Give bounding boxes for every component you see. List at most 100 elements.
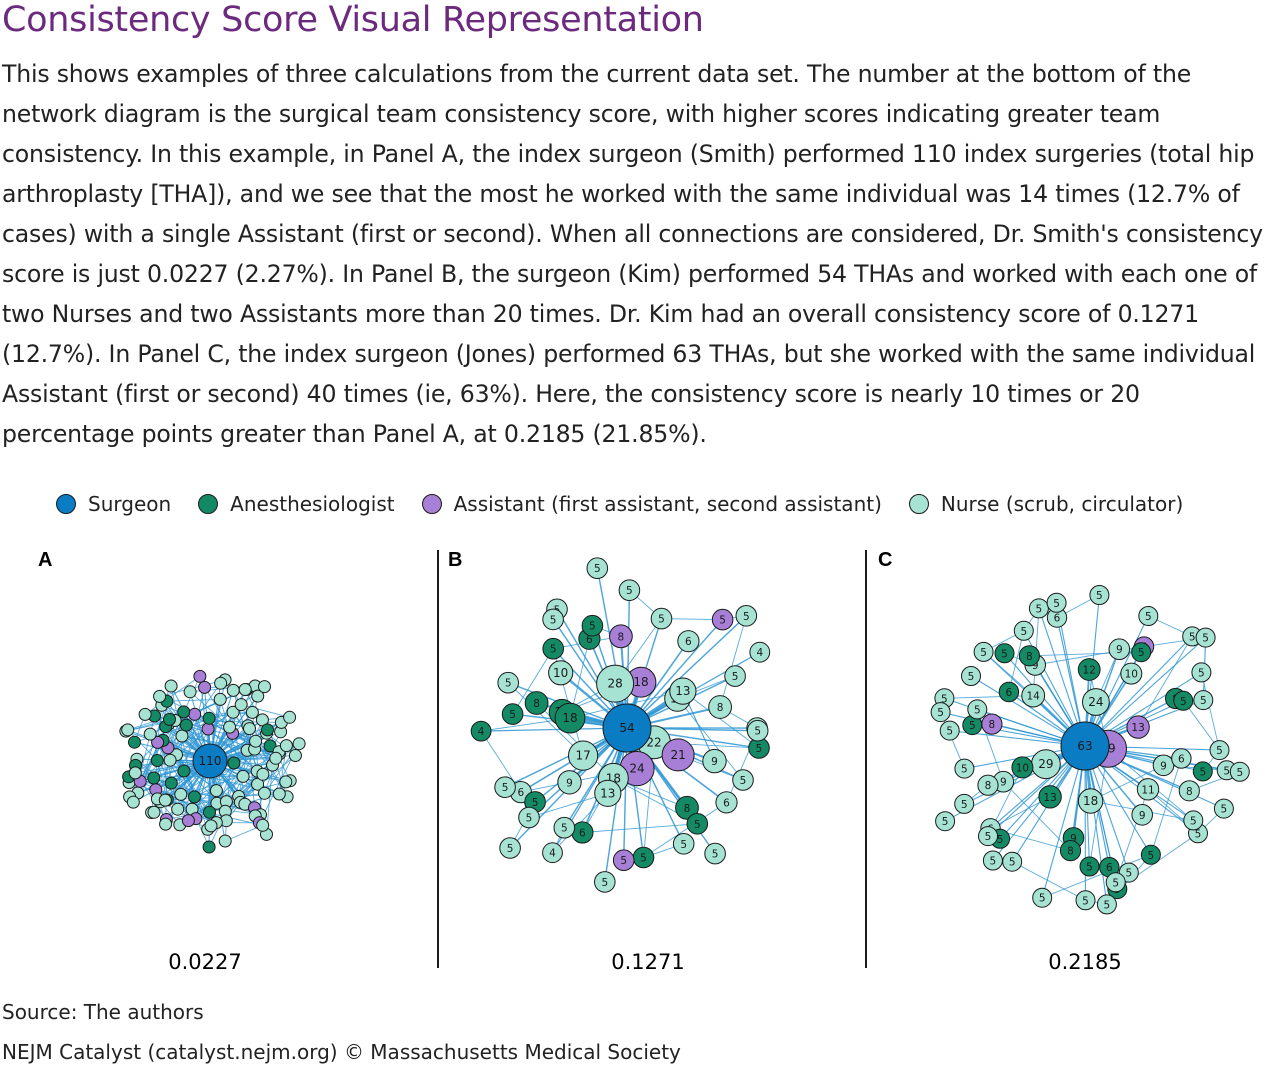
node-count-label: 22	[646, 735, 661, 749]
node-count-label: 5	[719, 615, 726, 627]
network-node-nurse	[147, 805, 161, 819]
network-node-assistant	[188, 707, 202, 721]
node-count-label: 8	[684, 803, 691, 815]
network-node-anesthesiologist: 5	[1192, 761, 1213, 782]
network-node-surgeon: 54	[602, 703, 652, 753]
node-count-label: 6	[685, 636, 692, 648]
node-count-label: 9	[1032, 660, 1039, 672]
network-node-nurse: 5	[650, 607, 673, 630]
network-edge	[643, 802, 727, 858]
node-count-label: 11	[1141, 784, 1154, 796]
network-node-nurse: 8	[708, 695, 732, 719]
network-edge	[940, 711, 1086, 747]
network-node-nurse	[245, 705, 259, 719]
node-count-label: 8	[533, 698, 540, 710]
network-edge	[940, 711, 965, 769]
network-node-nurse	[209, 784, 223, 798]
node-count-label: 29	[1038, 757, 1053, 771]
network-node-nurse	[238, 683, 252, 696]
node-count-label: 8	[717, 702, 724, 714]
network-node-nurse	[258, 786, 271, 800]
node-count-label: 8	[989, 719, 996, 731]
node-count-label: 5	[1138, 647, 1145, 659]
network-node-nurse	[218, 834, 232, 848]
network-node-anesthesiologist: 8	[675, 795, 699, 820]
legend-label: Surgeon	[88, 492, 172, 516]
network-node-nurse: 9	[1152, 754, 1175, 777]
node-count-label: 6	[586, 634, 593, 646]
network-node-nurse	[138, 707, 152, 721]
node-count-label: 5	[1180, 696, 1187, 708]
network-node-anesthesiologist	[188, 790, 201, 804]
node-count-label: 13	[675, 684, 690, 698]
network-node-nurse	[272, 787, 286, 801]
node-count-label: 5	[968, 671, 975, 683]
node-count-label: 4	[549, 848, 556, 860]
node-count-label: 5	[990, 856, 997, 868]
network-edge	[144, 676, 201, 715]
panel-b: B 22171824121218282118131310998888666665…	[448, 549, 771, 974]
figure-title: Consistency Score Visual Representation	[2, 0, 704, 40]
network-node-anesthesiologist	[202, 840, 216, 854]
network-node-nurse	[269, 751, 283, 765]
node-count-label: 18	[633, 675, 648, 689]
network-node-nurse	[213, 692, 227, 706]
network-edge	[582, 823, 698, 833]
network-edge	[528, 792, 608, 818]
network-edge	[183, 687, 206, 772]
network-edge	[166, 698, 221, 702]
legend-item-anesthesiologist: Anesthesiologist	[198, 492, 395, 516]
node-count-label: 5	[561, 823, 568, 835]
panel-a-score: 0.0227	[168, 950, 241, 974]
node-count-label: 5	[1223, 765, 1230, 777]
network-node-anesthesiologist: 5	[1140, 844, 1161, 865]
network-node-nurse	[128, 766, 142, 780]
node-count-label: 5	[658, 614, 665, 626]
network-node-nurse	[279, 739, 293, 753]
node-count-label: 18	[1083, 794, 1098, 808]
node-count-label: 5	[532, 797, 539, 809]
node-count-label: 8	[1026, 651, 1033, 663]
network-node-nurse: 5	[586, 557, 609, 580]
network-node-anesthesiologist: 6	[571, 821, 594, 844]
network-node-nurse	[279, 775, 293, 789]
node-count-label: 5	[601, 877, 608, 889]
figure-description: This shows examples of three calculation…	[2, 60, 1263, 448]
node-count-label: 54	[619, 721, 634, 735]
network-node-nurse	[214, 676, 228, 690]
network-node-nurse: 5	[930, 702, 951, 723]
node-count-label: 24	[1088, 695, 1103, 709]
node-count-label: 9	[1139, 810, 1146, 822]
node-count-label: 5	[937, 707, 944, 719]
network-node-nurse: 8	[1178, 780, 1200, 802]
node-count-label: 21	[670, 748, 685, 762]
network-node-nurse	[236, 769, 250, 783]
network-node-anesthesiologist: 5	[1079, 856, 1100, 877]
network-node-nurse	[249, 734, 263, 748]
node-count-label: 5	[1200, 695, 1207, 707]
node-count-label: 13	[600, 786, 615, 800]
node-count-label: 5	[969, 720, 976, 732]
network-node-anesthesiologist	[164, 776, 178, 790]
network-node-anesthesiologist: 10	[1011, 756, 1034, 779]
network-node-nurse	[171, 802, 185, 816]
network-node-nurse: 5	[499, 837, 521, 859]
network-node-nurse	[256, 767, 270, 781]
network-node-nurse	[243, 722, 256, 736]
network-node-anesthesiologist	[177, 764, 191, 778]
network-node-assistant: 8	[981, 713, 1003, 735]
node-count-label: 5	[961, 799, 968, 811]
network-node-anesthesiologist: 5	[1131, 642, 1152, 663]
network-node-nurse: 4	[749, 641, 771, 663]
network-edge	[1137, 636, 1193, 728]
network-node-nurse	[164, 679, 178, 693]
network-node-nurse	[158, 793, 172, 807]
network-node-nurse: 24	[1082, 688, 1110, 716]
node-count-label: 9	[1116, 644, 1123, 656]
node-count-label: 5	[754, 726, 761, 738]
node-count-label: 5	[740, 775, 747, 787]
node-count-label: 5	[1053, 598, 1060, 610]
node-count-label: 5	[1236, 767, 1243, 779]
node-count-label: 5	[1020, 626, 1027, 638]
network-node-anesthesiologist	[179, 718, 193, 732]
